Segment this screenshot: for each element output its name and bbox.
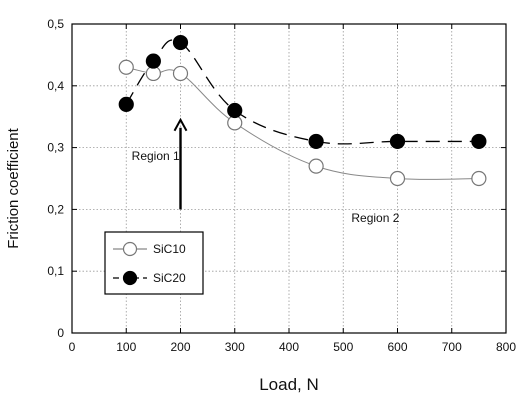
data-point-sic20 — [227, 102, 243, 119]
x-tick-label: 0 — [69, 340, 76, 354]
legend-label: SiC10 — [153, 242, 186, 256]
x-tick-label: 600 — [387, 340, 407, 354]
x-tick-label: 800 — [496, 340, 516, 354]
y-axis-title: Friction coefficient — [5, 127, 22, 248]
y-tick-label: 0,2 — [47, 202, 64, 216]
x-tick-label: 300 — [225, 340, 245, 354]
y-tick-label: 0 — [57, 326, 64, 340]
data-point-sic20 — [471, 133, 487, 150]
data-point-sic20 — [308, 133, 324, 150]
x-axis-title: Load, N — [259, 375, 319, 394]
legend-marker — [122, 270, 138, 286]
y-tick-labels: 0 0,1 0,2 0,3 0,4 0,5 — [47, 17, 64, 340]
x-tick-label: 200 — [170, 340, 190, 354]
annotation-layer: Region 1 Region 2 — [132, 117, 400, 225]
x-tick-label: 700 — [442, 340, 462, 354]
data-point-sic10 — [471, 170, 487, 187]
legend-marker — [122, 241, 138, 257]
data-point-sic10 — [389, 170, 406, 187]
region-label: Region 1 — [132, 149, 180, 163]
arrow-head — [173, 117, 188, 132]
x-tick-label: 100 — [116, 340, 136, 354]
region-label: Region 2 — [351, 211, 399, 225]
y-tick-label: 0,4 — [47, 79, 64, 93]
y-tick-label: 0,1 — [47, 264, 64, 278]
data-point-sic10 — [118, 59, 134, 75]
series-sic10 — [118, 59, 487, 187]
x-tick-label: 400 — [279, 340, 299, 354]
series-layer — [118, 34, 487, 187]
data-point-sic20 — [118, 96, 134, 112]
data-point-sic20 — [172, 34, 189, 51]
data-point-sic10 — [308, 158, 324, 174]
data-point-sic20 — [389, 133, 406, 150]
legend-box — [104, 231, 204, 295]
y-tick-label: 0,3 — [47, 141, 64, 155]
data-point-sic10 — [172, 65, 189, 82]
x-tick-labels: 0 100 200 300 400 500 600 700 800 — [69, 340, 517, 354]
y-tick-label: 0,5 — [47, 17, 64, 31]
series-sic20 — [118, 34, 487, 150]
x-tick-label: 500 — [333, 340, 353, 354]
legend: SiC10 SiC20 — [104, 231, 204, 295]
axis-ticks — [71, 23, 507, 334]
legend-label: SiC20 — [153, 271, 186, 285]
data-point-sic20 — [145, 53, 161, 69]
